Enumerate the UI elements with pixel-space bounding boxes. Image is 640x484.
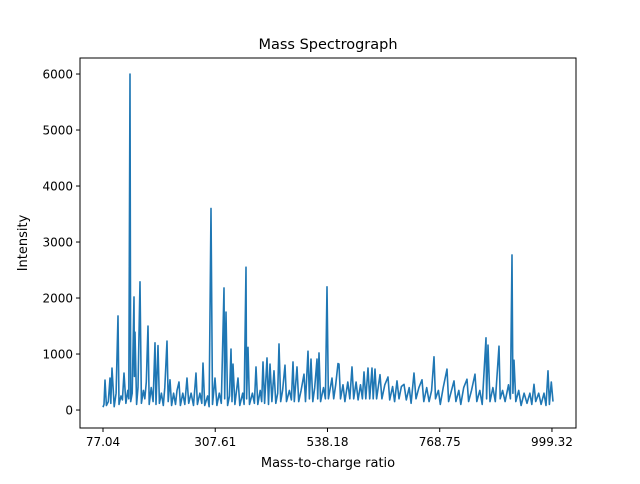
x-tick-label: 307.61 — [194, 435, 236, 449]
chart-title: Mass Spectrograph — [258, 37, 397, 53]
y-tick-label: 1000 — [42, 348, 73, 362]
x-tick-label: 999.32 — [531, 435, 573, 449]
y-axis-label: Intensity — [16, 214, 31, 271]
x-tick-label: 768.75 — [419, 435, 461, 449]
y-tick-label: 6000 — [42, 68, 73, 82]
y-axis: 0 1000 2000 3000 4000 5000 6000 — [42, 68, 80, 418]
x-tick-label: 77.04 — [86, 435, 120, 449]
spectrum-line — [102, 73, 554, 408]
plot-area — [102, 73, 554, 408]
x-axis-label: Mass-to-charge ratio — [261, 456, 395, 471]
y-tick-label: 4000 — [42, 180, 73, 194]
x-tick-label: 538.18 — [306, 435, 348, 449]
y-tick-label: 2000 — [42, 292, 73, 306]
y-tick-label: 0 — [65, 404, 73, 418]
y-tick-label: 3000 — [42, 236, 73, 250]
axes-frame — [79, 57, 577, 429]
x-axis: 77.04 307.61 538.18 768.75 999.32 — [86, 428, 573, 449]
y-tick-label: 5000 — [42, 124, 73, 138]
